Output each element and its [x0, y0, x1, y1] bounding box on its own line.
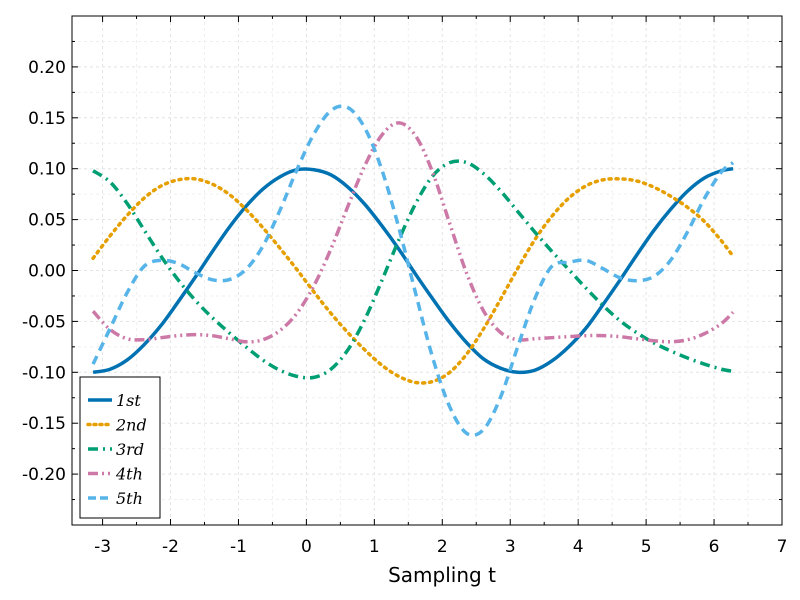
series-line-1st [92, 166, 734, 375]
x-tick-label: -1 [230, 537, 247, 557]
x-tick-label: 4 [573, 537, 584, 557]
x-tick-label: 7 [777, 537, 788, 557]
x-tick-label: -2 [162, 537, 179, 557]
legend-label-1st: 1st [116, 391, 141, 410]
y-tick-label: 0.20 [28, 58, 66, 78]
y-tick-label: -0.10 [22, 363, 66, 383]
x-tick-label: 3 [505, 537, 516, 557]
y-tick-labels: -0.20 -0.15 -0.10 -0.05 0.00 0.05 0.10 0.15 0.20 [22, 58, 66, 485]
y-tick-label: 0.00 [28, 262, 66, 282]
series-line-4th [91, 121, 735, 344]
legend: 1st 2nd 3rd 4th 5th [79, 376, 161, 519]
x-axis-title: Sampling t [388, 563, 496, 587]
legend-label-5th: 5th [116, 489, 143, 508]
series-lines [91, 104, 735, 438]
x-tick-label: 2 [437, 537, 448, 557]
y-tick-label: 0.10 [28, 160, 66, 180]
grid [72, 15, 783, 526]
axis-ticks [72, 15, 783, 526]
y-tick-label: 0.15 [28, 109, 66, 129]
y-tick-label: 0.05 [28, 211, 66, 231]
x-tick-labels: -3 -2 -1 0 1 2 3 4 5 6 7 [94, 537, 787, 557]
x-tick-label: 6 [709, 537, 720, 557]
x-tick-label: 1 [369, 537, 380, 557]
y-tick-label: -0.20 [22, 465, 66, 485]
x-tick-label: -3 [94, 537, 111, 557]
y-tick-label: -0.05 [22, 312, 66, 332]
y-tick-label: -0.15 [22, 414, 66, 434]
x-tick-label: 5 [641, 537, 652, 557]
series-line-2nd [91, 176, 735, 385]
series-line-5th [91, 104, 735, 438]
legend-label-4th: 4th [115, 465, 143, 484]
legend-label-2nd: 2nd [115, 416, 147, 435]
legend-label-3rd: 3rd [116, 440, 144, 459]
x-tick-label: 0 [301, 537, 312, 557]
